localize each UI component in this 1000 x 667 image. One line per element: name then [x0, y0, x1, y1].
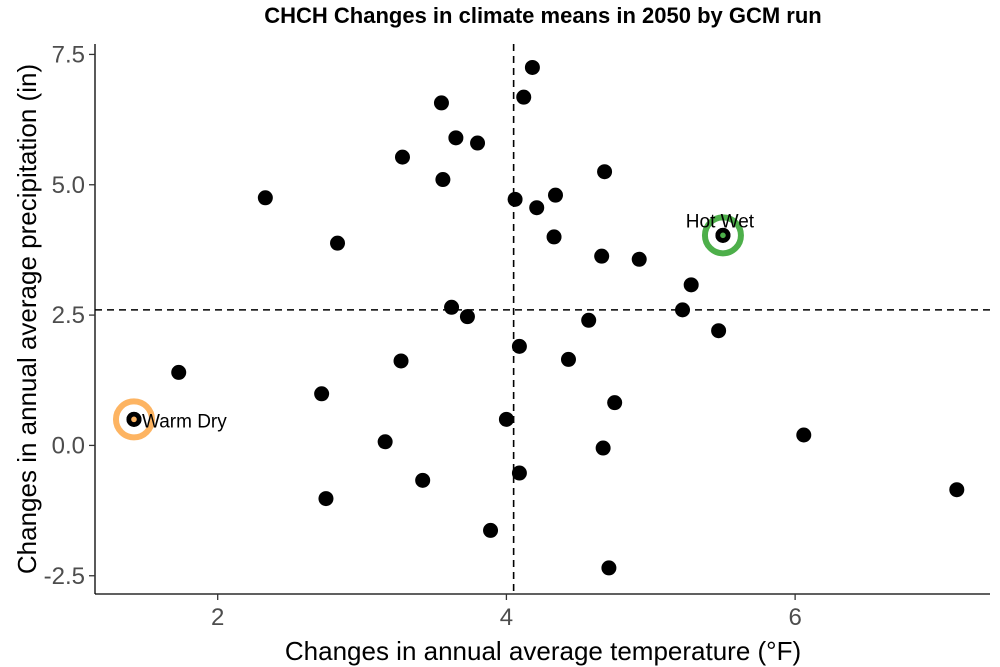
data-point — [675, 302, 691, 318]
x-tick-label: 2 — [211, 604, 224, 631]
chart-title: CHCH Changes in climate means in 2050 by… — [264, 3, 821, 28]
data-point — [607, 395, 623, 411]
data-point — [171, 364, 187, 380]
data-point — [483, 522, 499, 538]
data-point — [318, 491, 334, 507]
data-point — [433, 95, 449, 111]
data-point — [631, 251, 647, 267]
y-tick-label: 0.0 — [52, 432, 85, 459]
data-point — [796, 427, 812, 443]
data-point — [594, 248, 610, 264]
highlight-ring — [701, 214, 744, 257]
x-tick-label: 6 — [788, 604, 801, 631]
highlight-markers: Hot Wet Warm Dry — [112, 211, 755, 441]
x-tick-label: 4 — [500, 604, 513, 631]
y-tick-label: 7.5 — [52, 41, 85, 68]
y-axis-ticks: -2.5 0.0 2.5 5.0 7.5 — [44, 41, 95, 590]
y-axis-label: Changes in annual average precipitation … — [12, 64, 42, 574]
data-point — [377, 434, 393, 450]
data-point — [459, 309, 475, 325]
y-tick-label: 2.5 — [52, 302, 85, 329]
data-point — [547, 187, 563, 203]
data-point — [683, 277, 699, 293]
data-point — [511, 338, 527, 354]
data-point — [949, 482, 965, 498]
data-point — [711, 323, 727, 339]
data-point — [511, 465, 527, 481]
data-point — [597, 164, 613, 180]
data-points — [126, 59, 965, 576]
data-point — [595, 440, 611, 456]
data-point — [601, 560, 617, 576]
data-point — [314, 386, 330, 402]
data-point — [470, 135, 486, 151]
highlight-label: Warm Dry — [142, 411, 227, 432]
x-axis-label: Changes in annual average temperature (°… — [285, 636, 801, 666]
data-point — [435, 172, 451, 188]
data-point — [394, 149, 410, 165]
y-tick-label: -2.5 — [44, 563, 85, 590]
data-point — [415, 472, 431, 488]
highlight-point-center — [720, 232, 726, 239]
plot-area: Hot Wet Warm Dry — [95, 44, 990, 594]
data-point — [546, 229, 562, 245]
data-point — [507, 191, 523, 207]
y-tick-label: 5.0 — [52, 172, 85, 199]
data-point — [524, 59, 540, 75]
data-point — [393, 353, 409, 369]
data-point — [257, 190, 273, 206]
data-point — [581, 312, 597, 328]
x-axis-ticks: 2 4 6 — [211, 594, 802, 631]
data-point — [560, 351, 576, 367]
data-point — [516, 89, 532, 105]
data-point — [448, 130, 464, 146]
highlight-point-center — [131, 416, 137, 423]
data-point — [498, 411, 514, 427]
data-point — [330, 235, 346, 251]
data-point — [529, 200, 545, 216]
highlight-ring — [112, 398, 155, 441]
highlight-label: Hot Wet — [686, 211, 755, 232]
data-point — [444, 299, 460, 315]
